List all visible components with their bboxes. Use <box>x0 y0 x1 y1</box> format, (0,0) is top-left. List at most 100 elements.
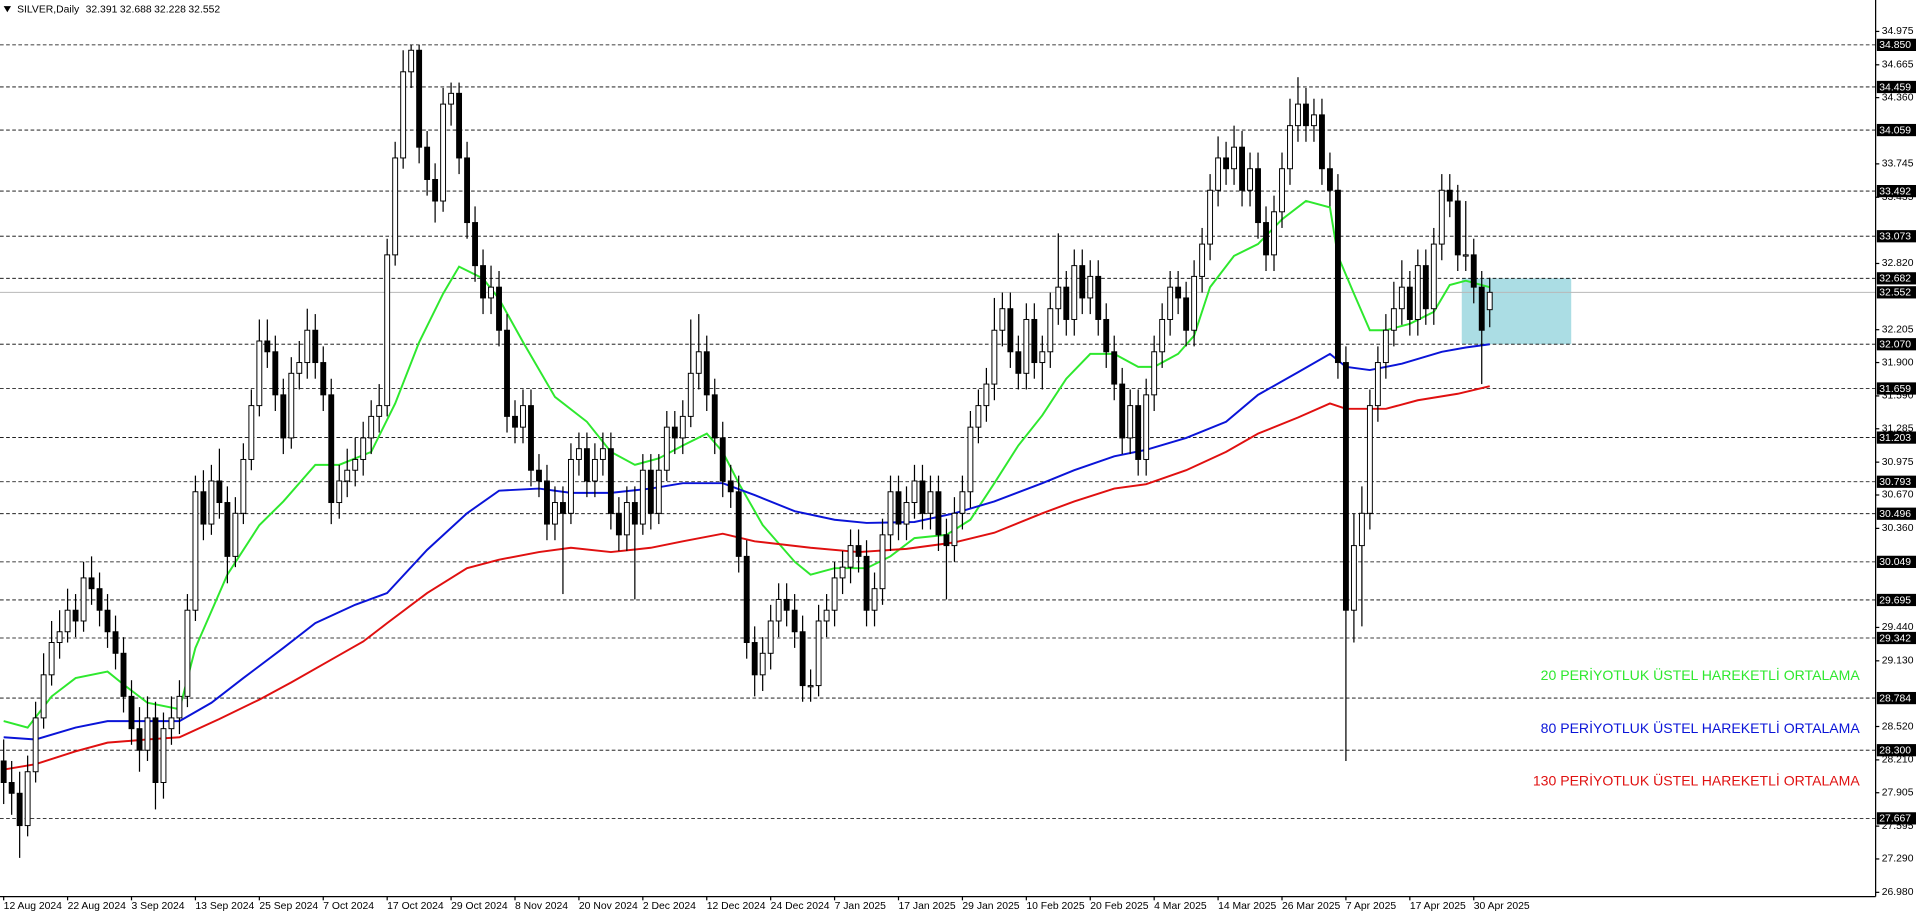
y-tick-label: 34.665 <box>1882 60 1914 71</box>
candle-body <box>847 545 854 568</box>
candle-body <box>248 405 255 460</box>
candle-body <box>288 372 295 439</box>
candle-body <box>783 598 790 611</box>
candle-body <box>719 437 726 482</box>
candle-body <box>887 491 894 536</box>
candle-body <box>919 480 926 514</box>
candle-body <box>1159 318 1166 353</box>
y-tick-label: 31.900 <box>1882 357 1914 368</box>
candle-body <box>224 502 231 557</box>
candle-body <box>200 491 207 525</box>
candle-body <box>943 534 950 547</box>
y-tick-label: 33.745 <box>1882 159 1914 170</box>
candle-body <box>488 286 494 299</box>
candle-body <box>967 426 974 493</box>
candle-body <box>1350 545 1357 611</box>
y-tick-label: 27.595 <box>1882 821 1914 832</box>
candle-body <box>1215 157 1222 191</box>
candle-body <box>72 609 79 622</box>
level-label: 34.459 <box>1879 82 1911 93</box>
level-box <box>1876 38 1916 51</box>
candle-layer <box>0 44 1493 858</box>
candle-body <box>1287 125 1293 170</box>
level-box <box>1876 475 1916 488</box>
y-tick-label: 26.980 <box>1882 887 1914 898</box>
candle-body <box>567 458 574 514</box>
x-tick-label: 17 Apr 2025 <box>1410 901 1466 912</box>
candle-body <box>328 394 335 504</box>
candle-body <box>448 92 455 105</box>
candle-body <box>775 598 782 622</box>
candle-body <box>1119 383 1126 439</box>
candle-body <box>591 458 598 482</box>
candle-body <box>1079 265 1086 299</box>
candle-body <box>336 480 343 504</box>
candle-body <box>1231 146 1238 170</box>
candle-body <box>1239 146 1245 191</box>
candle-body <box>408 49 415 73</box>
level-box <box>1876 382 1916 395</box>
x-tick-label: 2 Dec 2024 <box>643 901 696 912</box>
level-label: 28.300 <box>1879 746 1911 757</box>
header-close: 32.552 <box>188 5 220 16</box>
candle-body <box>799 631 806 687</box>
candle-body <box>1223 157 1230 170</box>
candle-body <box>528 405 534 471</box>
level-box <box>1876 338 1916 351</box>
candle-body <box>1398 286 1405 310</box>
x-tick-label: 20 Feb 2025 <box>1090 901 1148 912</box>
level-box <box>1876 272 1916 285</box>
candle-body <box>40 674 47 719</box>
price-box <box>1876 286 1916 299</box>
y-tick-label: 32.820 <box>1882 258 1914 269</box>
candle-body <box>1390 308 1397 331</box>
candle-body <box>855 545 862 557</box>
candle-body <box>1342 362 1349 611</box>
candle-body <box>1167 286 1174 320</box>
candle-body <box>1382 329 1389 364</box>
candle-body <box>903 502 910 525</box>
candle-body <box>711 394 718 439</box>
candle-body <box>512 415 518 428</box>
candle-body <box>1207 189 1214 245</box>
x-tick-label: 10 Feb 2025 <box>1026 901 1084 912</box>
y-tick-label: 27.290 <box>1882 854 1914 865</box>
price-label: 32.552 <box>1879 288 1911 299</box>
candle-body <box>1271 211 1277 256</box>
y-tick-label: 30.670 <box>1882 490 1914 501</box>
candle-body <box>727 480 734 493</box>
candle-body <box>144 717 151 751</box>
candle-body <box>208 480 215 525</box>
ema-line <box>3 343 1490 741</box>
candle-body <box>376 405 383 417</box>
candle-body <box>1438 189 1445 245</box>
candle-body <box>1279 168 1285 213</box>
level-label: 33.492 <box>1879 186 1911 197</box>
candle-body <box>655 469 662 514</box>
candle-body <box>735 491 742 557</box>
candle-body <box>927 491 934 514</box>
candle-body <box>815 620 822 687</box>
candle-body <box>623 502 630 536</box>
candle-body <box>560 502 566 514</box>
candle-body <box>136 728 143 751</box>
candle-body <box>240 458 247 514</box>
candle-body <box>639 469 646 525</box>
candle-body <box>831 577 838 611</box>
candle-body <box>583 448 590 482</box>
legend-label: 80 PERİYOTLUK ÜSTEL HAREKETLİ ORTALAMA <box>1541 719 1861 736</box>
candle-body <box>1263 222 1269 256</box>
header-high: 32.688 <box>120 5 152 16</box>
level-label: 30.496 <box>1879 509 1911 520</box>
candle-body <box>0 760 7 783</box>
candle-body <box>687 372 694 417</box>
candle-body <box>695 351 702 374</box>
candle-body <box>232 512 239 557</box>
level-label: 32.682 <box>1879 274 1911 285</box>
legend-label: 20 PERİYOTLUK ÜSTEL HAREKETLİ ORTALAMA <box>1541 666 1861 683</box>
level-label: 32.070 <box>1879 340 1911 351</box>
x-tick-label: 20 Nov 2024 <box>579 901 638 912</box>
candle-body <box>504 329 510 417</box>
candle-body <box>24 771 31 827</box>
candle-body <box>1446 189 1453 202</box>
